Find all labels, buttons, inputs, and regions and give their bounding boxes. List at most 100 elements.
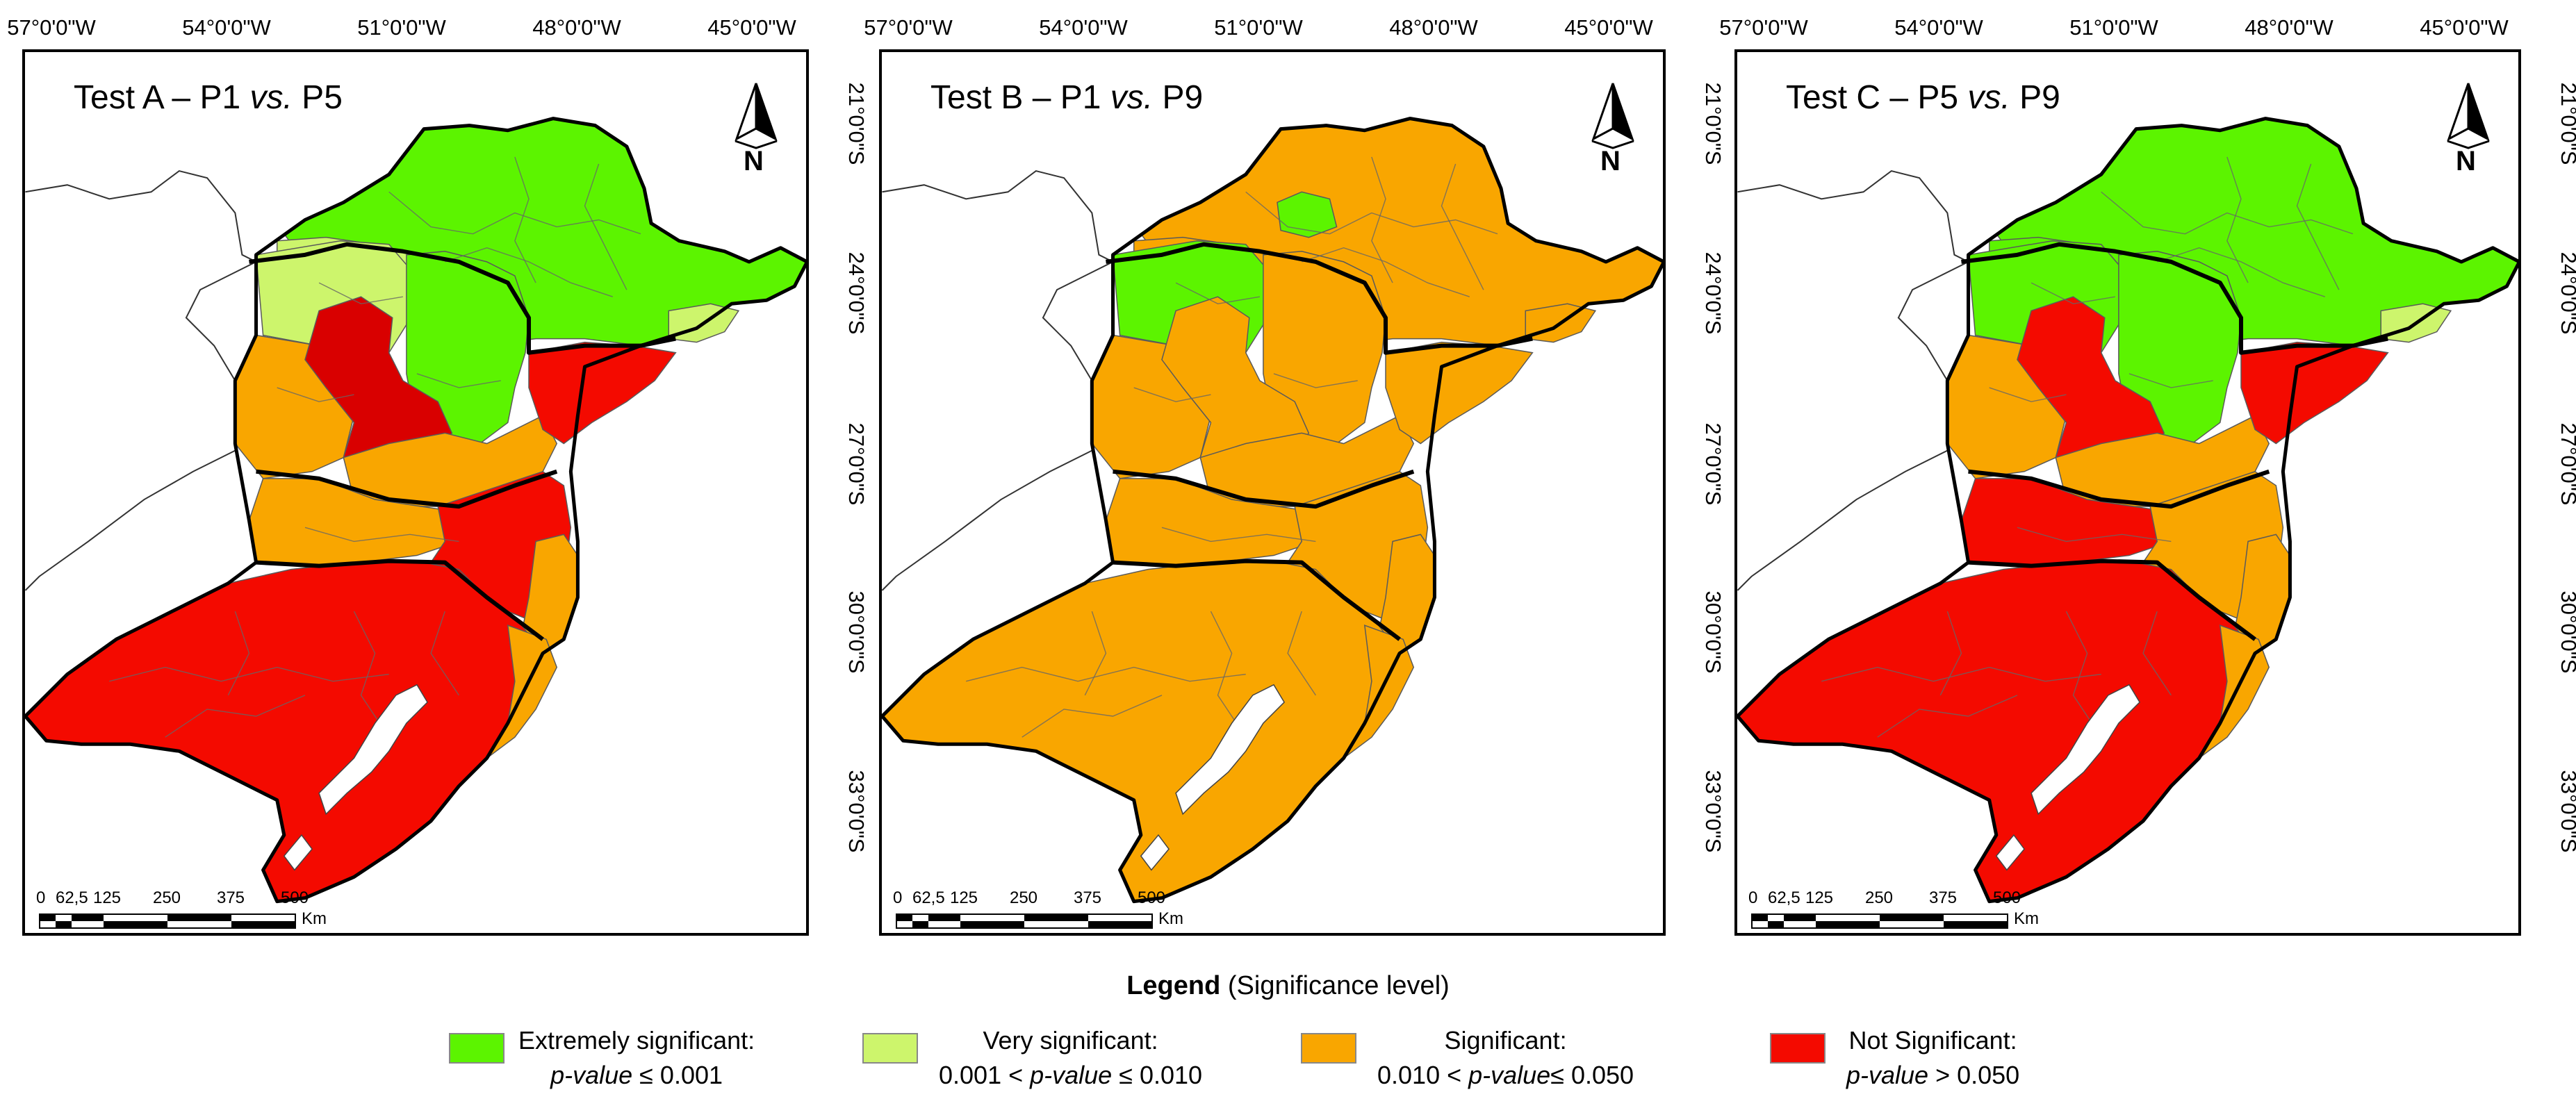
latitude-label: 21°0'0"S — [1701, 82, 1725, 165]
district-line — [277, 387, 354, 402]
scale-bar-graphic — [896, 913, 1153, 929]
district-line — [1371, 156, 1393, 283]
country-border — [185, 261, 256, 381]
scale-tick: 250 — [1864, 888, 1894, 907]
country-border — [1897, 261, 1969, 381]
longitude-label: 51°0'0"W — [357, 15, 446, 40]
district-line — [2128, 373, 2213, 388]
latitude-label: 24°0'0"S — [844, 251, 869, 335]
legend-line1: Not Significant: — [1848, 1026, 2017, 1055]
district-line — [2142, 611, 2172, 696]
longitude-label: 54°0'0"W — [182, 15, 271, 40]
panel-title-vs: vs. — [1967, 79, 2010, 116]
region-rs-main — [1737, 561, 2256, 902]
district-line — [1302, 247, 1470, 297]
legend-line2-rest: ≤ 0.010 — [1112, 1061, 1203, 1089]
country-border — [882, 449, 1092, 591]
latitude-label: 27°0'0"S — [1701, 422, 1725, 506]
district-line — [1245, 191, 1498, 235]
region-pr-ne — [2118, 251, 2242, 445]
latitude-label: 33°0'0"S — [2557, 770, 2576, 853]
scale-unit: Km — [2014, 909, 2039, 928]
legend-line2-prefix: 0.001 < — [939, 1061, 1031, 1089]
scale-tick: 62,5 — [1767, 888, 1800, 907]
legend-text: Very significant: 0.001 < p-value ≤ 0.010 — [939, 1023, 1202, 1093]
legend-line2: 0.010 < p-value≤ 0.050 — [1377, 1058, 1634, 1093]
scale-bar-graphic — [1751, 913, 2008, 929]
latitude-label: 24°0'0"S — [1701, 251, 1725, 335]
region-pr-ne — [1263, 251, 1386, 445]
legend-line2-italic: p-value — [1846, 1061, 1929, 1089]
latitude-label: 30°0'0"S — [844, 590, 869, 674]
latitude-label: 24°0'0"S — [2557, 251, 2576, 335]
north-arrow-icon: N — [2440, 80, 2496, 184]
legend-line2-italic: p-value — [550, 1061, 633, 1089]
district-line — [2031, 282, 2115, 305]
panel-title-prefix: Test A – P1 — [74, 79, 250, 116]
longitude-label: 45°0'0"W — [1564, 15, 1653, 40]
state-border — [249, 242, 676, 355]
map-svg — [25, 117, 806, 904]
map-panel: 57°0'0"W 54°0'0"W 51°0'0"W 48°0'0"W 45°0'0"W… — [1719, 0, 2576, 959]
region-sp-spot — [1277, 191, 1338, 238]
legend-title-rest: (Significance level) — [1220, 971, 1450, 1000]
panel-title-vs: vs. — [249, 79, 293, 116]
scale-tick: 125 — [1805, 888, 1834, 907]
longitude-label: 48°0'0"W — [1389, 15, 1478, 40]
district-line — [445, 247, 613, 297]
district-line — [1022, 695, 1163, 738]
region-pr-coast — [528, 341, 677, 445]
scale-tick: 62,5 — [912, 888, 945, 907]
district-line — [2101, 191, 2354, 235]
district-line — [416, 373, 501, 388]
map-svg — [882, 117, 1663, 904]
region-pr-ne — [406, 251, 530, 445]
lagoon — [283, 684, 429, 871]
north-arrow-icon: N — [1585, 80, 1641, 184]
longitude-label: 54°0'0"W — [1039, 15, 1128, 40]
state-border — [1961, 242, 2388, 355]
legend-line2-rest: > 0.050 — [1928, 1061, 2020, 1089]
scale-tick: 500 — [280, 888, 309, 907]
panel-title: Test B – P1 vs. P9 — [930, 78, 1203, 117]
district-line — [1210, 611, 1247, 738]
scale-tick: 0 — [35, 888, 46, 907]
longitude-label: 48°0'0"W — [2245, 15, 2333, 40]
scale-tick: 0 — [1748, 888, 1758, 907]
district-line — [1273, 373, 1358, 388]
map-frame: Test A – P1 vs. P5 N 0 62,5 125 250 375 500 Km — [22, 49, 809, 936]
state-border — [256, 559, 544, 641]
scale-tick: 125 — [92, 888, 122, 907]
scale-tick: 500 — [1137, 888, 1166, 907]
state-border — [1968, 559, 2256, 641]
district-line — [514, 156, 536, 283]
legend-text: Significant: 0.010 < p-value≤ 0.050 — [1377, 1023, 1634, 1093]
scale-bar: 0 62,5 125 250 375 500 Km — [35, 888, 331, 929]
legend-line2-rest: ≤ 0.050 — [1550, 1061, 1634, 1089]
district-line — [353, 611, 390, 738]
panel-title-prefix: Test C – P5 — [1786, 79, 1968, 116]
north-label: N — [2456, 146, 2476, 176]
north-label: N — [744, 146, 764, 176]
state-border — [256, 469, 558, 509]
latitude-label: 27°0'0"S — [2557, 422, 2576, 506]
legend-text: Extremely significant: p-value ≤ 0.001 — [518, 1023, 755, 1093]
scale-tick: 375 — [1073, 888, 1102, 907]
panel-title-prefix: Test B – P1 — [930, 79, 1110, 116]
map-panel: 57°0'0"W 54°0'0"W 51°0'0"W 48°0'0"W 45°0'0"W… — [864, 0, 1763, 959]
latitude-label: 21°0'0"S — [2557, 82, 2576, 165]
map-svg — [1737, 117, 2518, 904]
longitude-label: 48°0'0"W — [532, 15, 621, 40]
latitude-label: 30°0'0"S — [1701, 590, 1725, 674]
district-line — [1161, 527, 1316, 543]
coastline — [1737, 117, 2518, 904]
panel-title-suffix: P5 — [292, 79, 343, 116]
scale-unit: Km — [302, 909, 327, 928]
north-label: N — [1600, 146, 1621, 176]
legend-swatch — [862, 1033, 918, 1064]
legend-line2: 0.001 < p-value ≤ 0.010 — [939, 1058, 1202, 1093]
district-line — [109, 666, 389, 682]
scale-bar-graphic — [39, 913, 296, 929]
district-line — [1084, 611, 1107, 696]
latitude-label: 30°0'0"S — [2557, 590, 2576, 674]
